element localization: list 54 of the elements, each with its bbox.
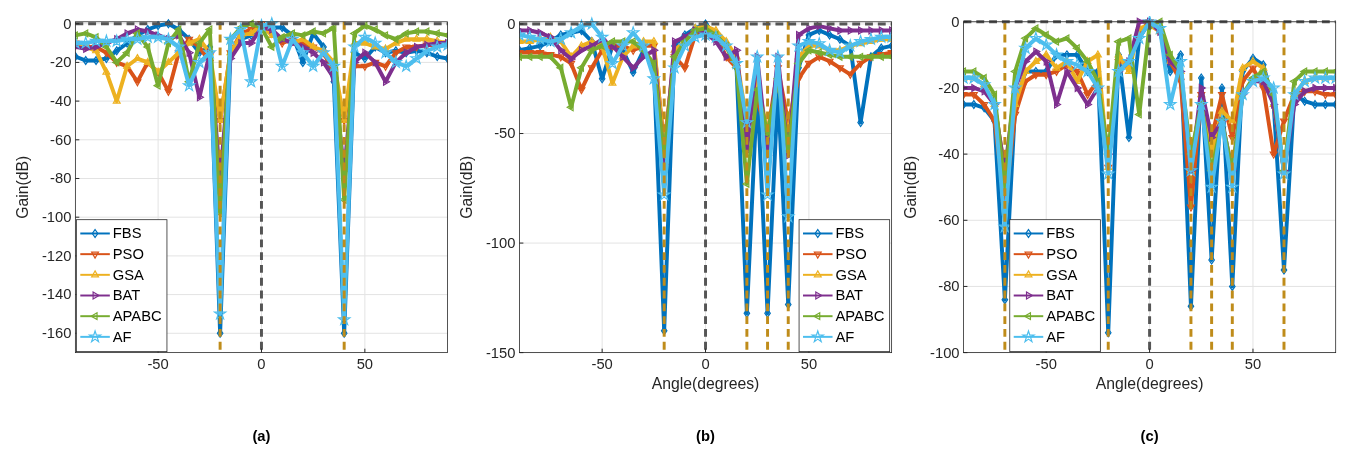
legend-label: GSA	[835, 266, 867, 283]
y-tick-label: -80	[50, 170, 72, 187]
legend-label: APABC	[1046, 308, 1096, 325]
legend-label: AF	[112, 328, 132, 345]
legend-label: FBS	[112, 225, 142, 242]
legend-label: PSO	[112, 246, 144, 263]
y-tick-label: 0	[951, 13, 960, 30]
y-tick-label: -140	[41, 286, 72, 303]
legend-label: BAT	[1046, 287, 1074, 304]
y-tick-label: -150	[485, 344, 516, 361]
legend-label: PSO	[1046, 246, 1078, 263]
legend-label: APABC	[835, 308, 885, 325]
legend-label: GSA	[1046, 266, 1078, 283]
x-tick-label: -50	[147, 356, 169, 373]
text: (a)	[252, 428, 271, 445]
text: (b)	[696, 428, 716, 445]
legend-label: APABC	[112, 308, 163, 325]
legend-label: AF	[835, 328, 855, 345]
x-tick-label: 0	[701, 356, 710, 373]
legend-label: FBS	[835, 225, 865, 242]
legend-label: BAT	[112, 287, 141, 304]
x-axis-title: Angle(degrees)	[651, 375, 760, 393]
legend-label: PSO	[835, 246, 867, 263]
y-tick-label: -60	[50, 131, 72, 148]
y-tick-label: -40	[50, 93, 72, 110]
y-tick-label: -100	[485, 234, 516, 251]
y-tick-label: -60	[938, 212, 960, 229]
y-tick-label: -120	[41, 247, 72, 264]
x-axis-title: Angle(degrees)	[1095, 375, 1204, 393]
x-tick-label: -50	[1035, 356, 1057, 373]
y-tick-label: -40	[938, 146, 960, 163]
y-tick-label: 0	[507, 15, 516, 32]
y-tick-label: -20	[50, 54, 72, 71]
x-tick-label: 50	[356, 356, 374, 373]
legend-label: FBS	[1046, 225, 1076, 242]
y-tick-label: -20	[938, 79, 960, 96]
y-axis-title: Gain(dB)	[902, 155, 920, 219]
y-tick-label: -100	[41, 209, 72, 226]
y-tick-label: -160	[41, 325, 72, 342]
legend-label: AF	[1046, 328, 1066, 345]
x-tick-label: 50	[1244, 356, 1262, 373]
y-tick-label: -50	[494, 125, 516, 142]
x-tick-label: 0	[257, 356, 266, 373]
legend-label: GSA	[112, 266, 145, 283]
y-axis-title: Gain(dB)	[14, 155, 32, 219]
legend-label: BAT	[835, 287, 864, 304]
text: (c)	[1140, 428, 1159, 445]
y-tick-label: 0	[63, 15, 72, 32]
y-tick-label: -100	[930, 344, 960, 361]
y-tick-label: -80	[938, 278, 960, 295]
x-tick-label: 50	[800, 356, 818, 373]
x-tick-label: -50	[591, 356, 613, 373]
x-tick-label: 0	[1145, 356, 1154, 373]
y-axis-title: Gain(dB)	[458, 155, 476, 219]
